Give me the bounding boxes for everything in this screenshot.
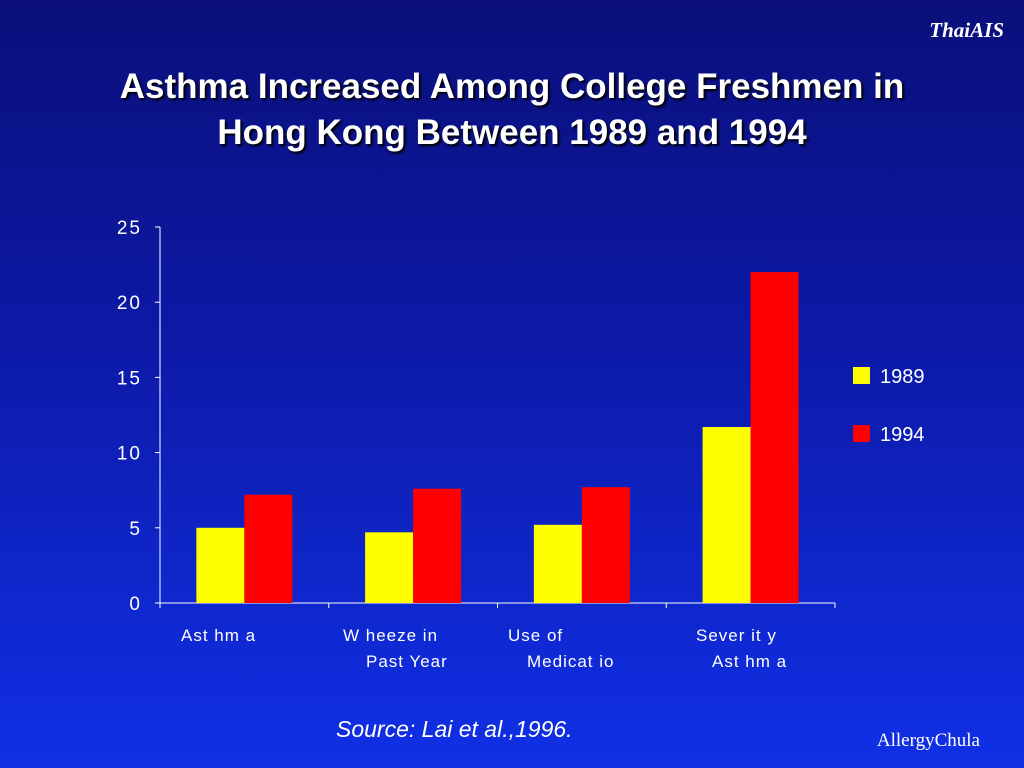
brand-label: ThaiAIS xyxy=(929,18,1004,42)
x-tick-label-1-1: Past Year xyxy=(366,652,448,671)
legend-swatch-1994 xyxy=(853,425,870,442)
bar-1994-0 xyxy=(244,494,293,603)
legend-label-1994: 1994 xyxy=(880,424,925,446)
bar-1989-1 xyxy=(365,532,414,603)
credit-label: AllergyChula xyxy=(876,730,980,751)
y-tick-label-0: 0 xyxy=(129,594,142,615)
bar-1989-2 xyxy=(533,524,582,603)
y-tick-label-5: 25 xyxy=(117,218,142,239)
y-tick-label-2: 10 xyxy=(117,444,142,465)
bar-chart: 0 5 10 15 20 25 Ast hm a W heeze in Past Year Use… xyxy=(117,218,925,671)
bar-1989-0 xyxy=(196,527,245,603)
x-tick-label-2-1: Medicat io xyxy=(527,652,614,671)
legend-swatch-1989 xyxy=(853,367,870,384)
bar-1994-1 xyxy=(413,488,462,603)
y-tick-label-4: 20 xyxy=(117,293,142,314)
y-tick-label-3: 15 xyxy=(117,368,142,389)
x-tick-label-0-0: Ast hm a xyxy=(181,626,256,645)
x-tick-label-1-0: W heeze in xyxy=(343,626,438,645)
bar-1994-2 xyxy=(581,487,630,603)
x-tick-label-3-1: Ast hm a xyxy=(712,652,787,671)
legend-label-1989: 1989 xyxy=(880,366,925,388)
bar-1994-3 xyxy=(750,272,799,603)
y-tick-label-1: 5 xyxy=(129,519,142,540)
x-tick-label-3-0: Sever it y xyxy=(696,626,777,645)
source-citation: Source: Lai et al.,1996. xyxy=(336,716,573,742)
slide-title: Asthma Increased Among College Freshmen … xyxy=(0,64,1024,156)
title-line-1: Asthma Increased Among College Freshmen … xyxy=(119,67,905,106)
bar-1989-3 xyxy=(702,427,751,603)
x-tick-label-2-0: Use of xyxy=(508,626,563,645)
title-line-2: Hong Kong Between 1989 and 1994 xyxy=(217,113,807,152)
